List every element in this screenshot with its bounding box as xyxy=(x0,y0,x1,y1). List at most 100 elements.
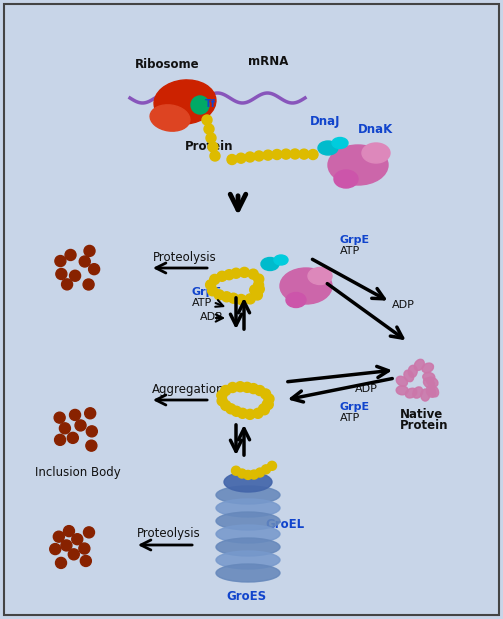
Text: GroEL: GroEL xyxy=(265,518,304,531)
Text: Tf: Tf xyxy=(205,99,216,109)
Circle shape xyxy=(299,149,309,159)
Circle shape xyxy=(239,267,249,277)
Circle shape xyxy=(236,154,246,163)
Ellipse shape xyxy=(216,525,280,543)
Text: ATP: ATP xyxy=(192,298,212,308)
Ellipse shape xyxy=(396,376,407,386)
Circle shape xyxy=(256,468,265,477)
Ellipse shape xyxy=(427,377,438,387)
Circle shape xyxy=(83,527,95,538)
Circle shape xyxy=(259,404,269,414)
Circle shape xyxy=(79,256,90,267)
Ellipse shape xyxy=(427,386,436,397)
Ellipse shape xyxy=(216,538,280,556)
Text: Inclusion Body: Inclusion Body xyxy=(35,466,121,479)
Circle shape xyxy=(227,383,237,392)
Ellipse shape xyxy=(216,564,280,582)
Ellipse shape xyxy=(216,499,280,517)
Ellipse shape xyxy=(261,258,279,271)
Circle shape xyxy=(264,394,274,404)
Circle shape xyxy=(217,271,227,281)
Circle shape xyxy=(290,149,300,159)
Ellipse shape xyxy=(286,293,306,308)
Ellipse shape xyxy=(408,365,417,378)
Text: Proteolysis: Proteolysis xyxy=(137,527,201,540)
Ellipse shape xyxy=(274,255,288,265)
Circle shape xyxy=(253,290,263,300)
Circle shape xyxy=(80,555,92,566)
Circle shape xyxy=(226,404,236,413)
Circle shape xyxy=(262,400,272,410)
Circle shape xyxy=(79,543,90,554)
Text: GrpE: GrpE xyxy=(340,402,370,412)
Ellipse shape xyxy=(332,137,348,149)
Text: Protein: Protein xyxy=(185,140,233,153)
Ellipse shape xyxy=(413,387,423,398)
Text: GrpE: GrpE xyxy=(192,287,222,297)
Circle shape xyxy=(222,292,232,302)
Text: Ribosome: Ribosome xyxy=(135,58,200,71)
Circle shape xyxy=(224,270,234,280)
Circle shape xyxy=(68,549,79,560)
Text: ADP: ADP xyxy=(355,384,378,394)
Circle shape xyxy=(63,526,74,537)
Circle shape xyxy=(245,294,255,304)
Circle shape xyxy=(214,290,224,300)
Ellipse shape xyxy=(423,373,435,381)
Circle shape xyxy=(235,382,245,392)
Text: Proteolysis: Proteolysis xyxy=(153,251,217,264)
Circle shape xyxy=(253,409,263,418)
Ellipse shape xyxy=(362,143,390,163)
Ellipse shape xyxy=(154,80,216,124)
Circle shape xyxy=(231,466,240,475)
Circle shape xyxy=(210,274,220,284)
Circle shape xyxy=(263,150,273,160)
Circle shape xyxy=(83,279,94,290)
Circle shape xyxy=(208,286,218,296)
Circle shape xyxy=(281,149,291,159)
Circle shape xyxy=(248,384,259,394)
Circle shape xyxy=(59,423,70,434)
Text: ADP: ADP xyxy=(392,300,415,310)
Circle shape xyxy=(236,295,246,305)
Circle shape xyxy=(221,386,231,396)
Circle shape xyxy=(268,461,277,470)
Ellipse shape xyxy=(334,170,358,188)
Circle shape xyxy=(54,412,65,423)
Circle shape xyxy=(208,142,218,152)
Ellipse shape xyxy=(318,141,338,155)
Ellipse shape xyxy=(224,472,272,492)
Circle shape xyxy=(245,409,255,419)
Circle shape xyxy=(56,269,67,280)
Circle shape xyxy=(248,269,258,279)
Circle shape xyxy=(204,124,214,134)
Ellipse shape xyxy=(429,386,439,397)
Circle shape xyxy=(249,470,259,479)
Ellipse shape xyxy=(414,359,424,370)
Text: ATP: ATP xyxy=(340,246,360,256)
Circle shape xyxy=(261,389,271,399)
Circle shape xyxy=(237,469,246,478)
Ellipse shape xyxy=(405,388,417,398)
Circle shape xyxy=(89,264,100,275)
Circle shape xyxy=(249,285,260,295)
Ellipse shape xyxy=(216,551,280,569)
Ellipse shape xyxy=(421,389,430,401)
Circle shape xyxy=(237,409,247,418)
Circle shape xyxy=(61,540,72,551)
Circle shape xyxy=(227,155,237,165)
Text: DnaK: DnaK xyxy=(358,123,393,136)
Circle shape xyxy=(65,249,76,261)
Circle shape xyxy=(262,465,271,474)
Circle shape xyxy=(69,409,80,420)
Circle shape xyxy=(254,280,264,290)
Circle shape xyxy=(61,279,72,290)
Ellipse shape xyxy=(216,512,280,530)
Circle shape xyxy=(87,426,97,437)
Circle shape xyxy=(75,420,86,431)
Circle shape xyxy=(228,293,238,303)
Text: mRNA: mRNA xyxy=(248,55,288,68)
Ellipse shape xyxy=(150,105,190,131)
Circle shape xyxy=(84,245,95,256)
Text: ATP: ATP xyxy=(340,413,360,423)
